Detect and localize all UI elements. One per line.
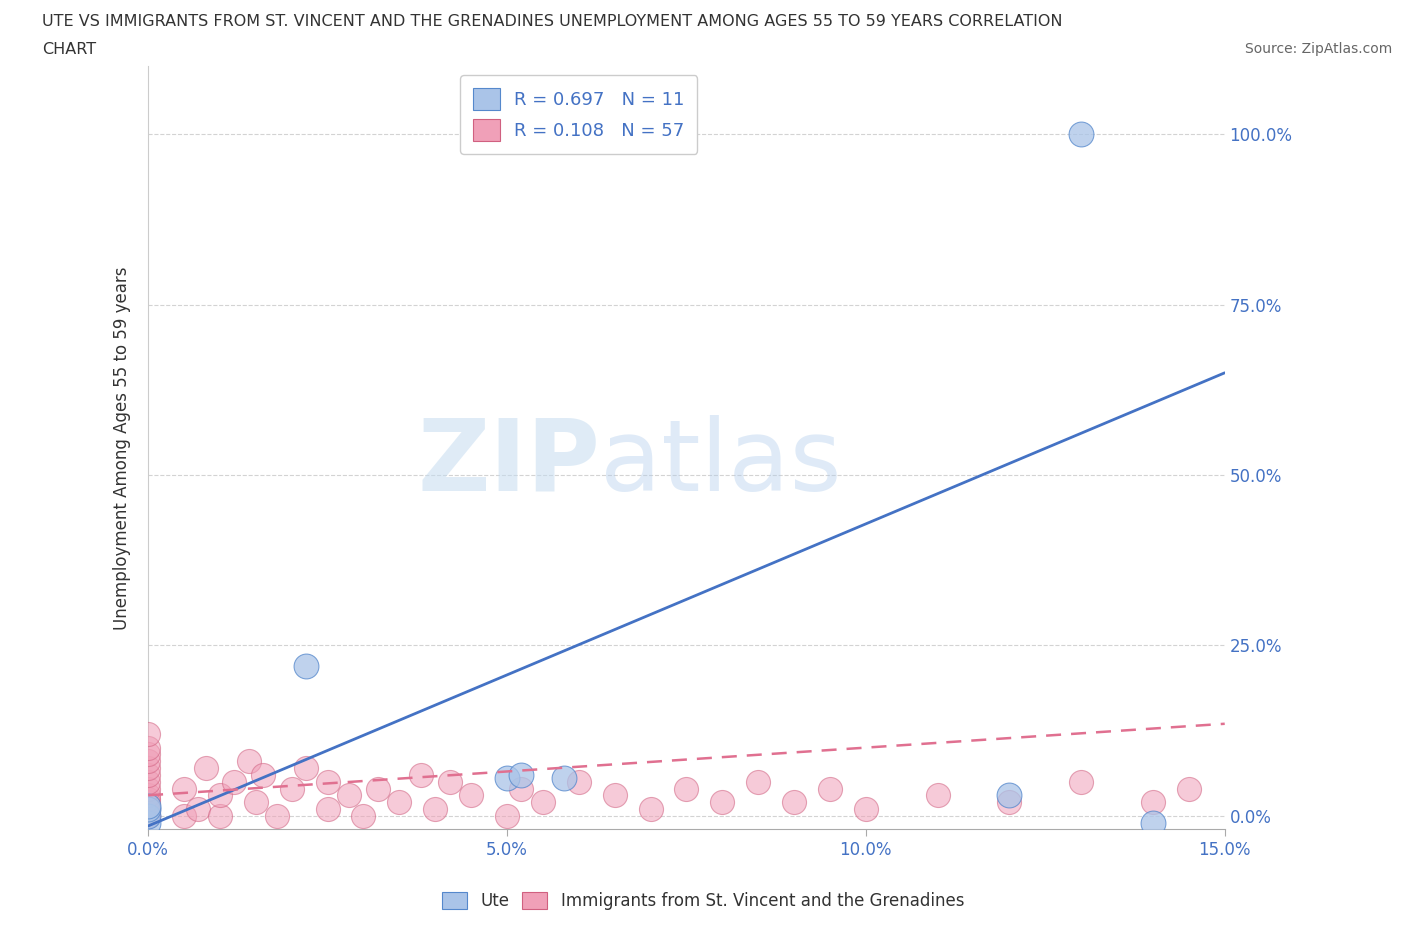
Point (238, 754, 260, 769)
Point (136, 740, 159, 755)
Point (136, 802, 159, 817)
Point (337, 788, 360, 803)
Point (1142, 795, 1164, 810)
Point (316, 802, 339, 817)
Point (136, 761, 159, 776)
Point (818, 781, 841, 796)
Point (747, 775, 769, 790)
Point (136, 802, 159, 817)
Point (675, 781, 697, 796)
Point (136, 808, 159, 823)
Text: UTE VS IMMIGRANTS FROM ST. VINCENT AND THE GRENADINES UNEMPLOYMENT AMONG AGES 55: UTE VS IMMIGRANTS FROM ST. VINCENT AND T… (42, 14, 1063, 29)
Text: CHART: CHART (42, 42, 96, 57)
Point (136, 808, 159, 823)
Point (224, 775, 246, 790)
Point (266, 808, 288, 823)
Point (568, 775, 591, 790)
Point (136, 726, 159, 741)
Point (409, 767, 432, 782)
Point (245, 795, 267, 810)
Point (711, 795, 734, 810)
Legend: Ute, Immigrants from St. Vincent and the Grenadines: Ute, Immigrants from St. Vincent and the… (434, 885, 972, 917)
Point (783, 795, 806, 810)
Point (367, 781, 389, 796)
Point (136, 788, 159, 803)
Point (173, 781, 195, 796)
Point (136, 767, 159, 782)
Point (603, 788, 626, 803)
Point (136, 798, 159, 813)
Text: Source: ZipAtlas.com: Source: ZipAtlas.com (1244, 42, 1392, 56)
Text: ZIP: ZIP (418, 415, 600, 512)
Y-axis label: Unemployment Among Ages 55 to 59 years: Unemployment Among Ages 55 to 59 years (114, 266, 131, 630)
Point (553, 771, 575, 786)
Point (998, 795, 1021, 810)
Point (640, 802, 662, 817)
Point (136, 795, 159, 810)
Point (173, 808, 195, 823)
Point (510, 781, 533, 796)
Point (208, 808, 231, 823)
Point (136, 815, 159, 830)
Point (252, 767, 274, 782)
Point (136, 791, 159, 806)
Point (136, 808, 159, 823)
Point (136, 781, 159, 796)
Point (316, 775, 339, 790)
Point (136, 805, 159, 820)
Point (998, 788, 1021, 803)
Point (136, 775, 159, 790)
Point (531, 795, 554, 810)
Point (510, 767, 533, 782)
Point (388, 795, 411, 810)
Point (136, 802, 159, 817)
Point (425, 802, 447, 817)
Point (1142, 815, 1164, 830)
Point (439, 775, 461, 790)
Point (1070, 126, 1092, 141)
Point (295, 761, 318, 776)
Point (460, 788, 482, 803)
Legend: R = 0.697   N = 11, R = 0.108   N = 57: R = 0.697 N = 11, R = 0.108 N = 57 (460, 75, 697, 153)
Point (194, 761, 217, 776)
Point (136, 754, 159, 769)
Point (187, 802, 209, 817)
Point (1070, 775, 1092, 790)
Point (496, 771, 519, 786)
Point (136, 808, 159, 823)
Point (280, 781, 302, 796)
Point (1178, 781, 1201, 796)
Text: atlas: atlas (600, 415, 842, 512)
Point (295, 658, 318, 673)
Point (136, 747, 159, 762)
Point (496, 808, 519, 823)
Point (855, 802, 877, 817)
Point (352, 808, 374, 823)
Point (927, 788, 949, 803)
Point (208, 788, 231, 803)
